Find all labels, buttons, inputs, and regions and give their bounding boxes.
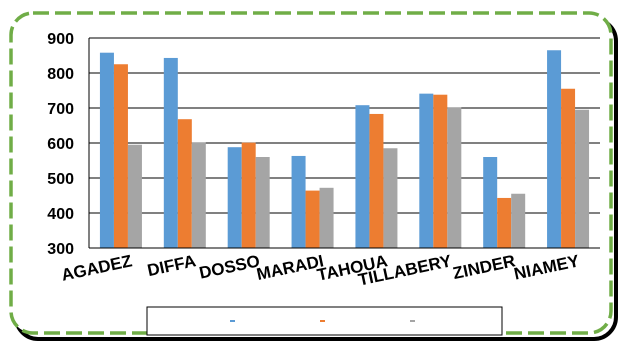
bar-tillabery-series-2 (433, 94, 448, 248)
legend-swatch-series-2 (320, 320, 325, 322)
bar-diffa-series-2 (177, 119, 192, 248)
legend-swatch-series-1 (230, 320, 235, 322)
bar-maradi-series-3 (319, 187, 334, 248)
y-tick-label: 400 (47, 206, 74, 223)
bar-agadez-series-2 (113, 64, 128, 248)
y-tick-label: 900 (47, 31, 74, 48)
y-tick-labels: 300 400 500 600 700 800 900 (47, 31, 74, 258)
y-tick-label: 600 (47, 136, 74, 153)
bar-tahoua-series-2 (369, 113, 384, 248)
bar-agadez-series-1 (99, 52, 114, 249)
bar-maradi-series-2 (305, 190, 320, 248)
legend-swatch-series-3 (410, 320, 415, 322)
bar-dosso-series-1 (227, 147, 242, 248)
bar-tillabery-series-1 (419, 93, 434, 249)
y-tick-label: 300 (47, 241, 74, 258)
bar-tahoua-series-3 (383, 148, 398, 248)
bar-tahoua-series-1 (355, 105, 370, 248)
axes (88, 38, 600, 249)
bar-maradi-series-1 (291, 155, 306, 248)
bar-niamey-series-2 (561, 88, 576, 248)
bar-dosso-series-2 (241, 142, 256, 248)
bars (99, 50, 590, 249)
bar-niamey-series-3 (575, 109, 590, 248)
bar-tillabery-series-3 (447, 107, 462, 249)
bar-niamey-series-1 (547, 50, 562, 248)
bar-diffa-series-1 (163, 57, 178, 249)
legend (146, 306, 503, 336)
bar-agadez-series-3 (127, 144, 142, 248)
bar-zinder-series-1 (483, 157, 498, 248)
bar-diffa-series-3 (191, 142, 206, 248)
bar-zinder-series-2 (497, 197, 512, 248)
bar-dosso-series-3 (255, 157, 270, 248)
y-tick-label: 700 (47, 101, 74, 118)
bar-zinder-series-3 (511, 193, 526, 248)
y-tick-label: 500 (47, 171, 74, 188)
y-tick-label: 800 (47, 66, 74, 83)
